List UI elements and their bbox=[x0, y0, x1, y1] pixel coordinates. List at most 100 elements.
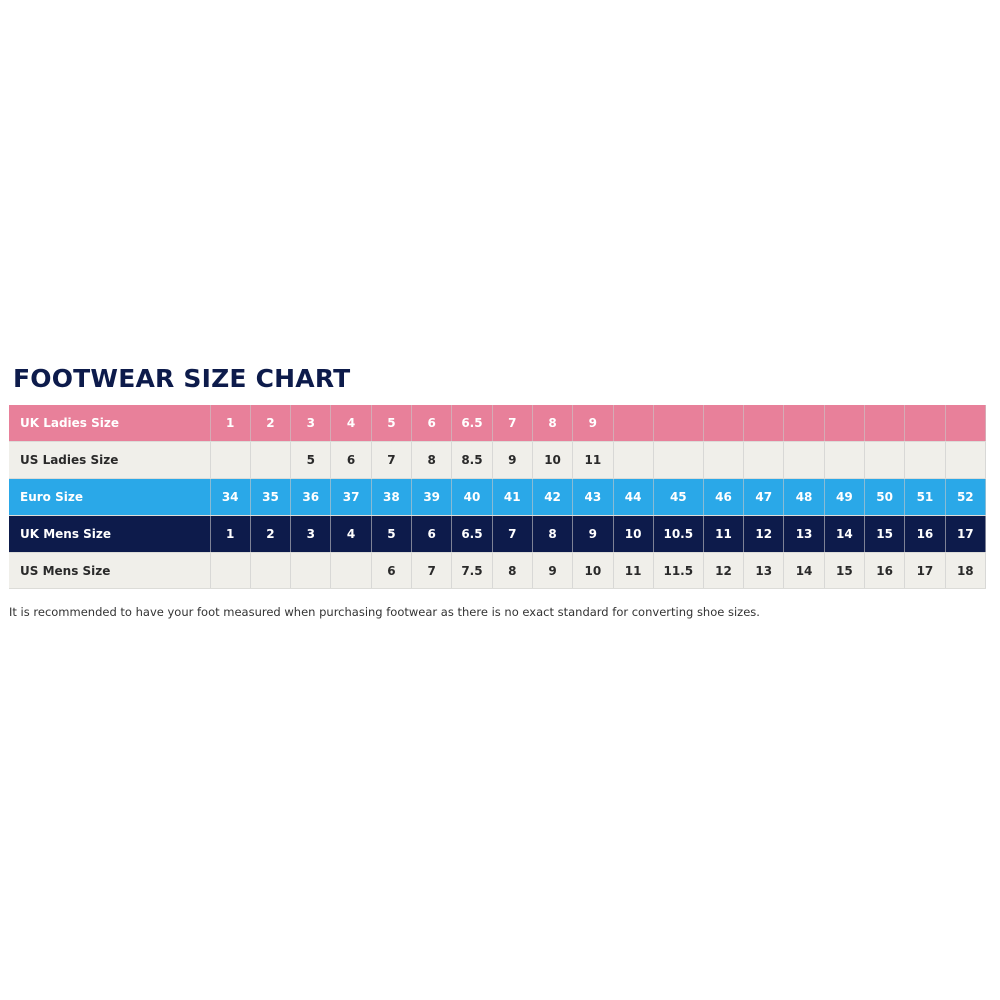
size-cell bbox=[210, 552, 251, 590]
size-cell bbox=[824, 441, 865, 480]
size-cell: 11 bbox=[703, 515, 745, 553]
size-cell: 15 bbox=[824, 552, 865, 590]
size-cell: 1 bbox=[210, 515, 251, 553]
size-cell: 42 bbox=[532, 478, 574, 516]
size-cell: 7.5 bbox=[451, 552, 493, 590]
size-cell bbox=[613, 441, 654, 480]
size-cell: 9 bbox=[572, 515, 614, 553]
size-cell: 44 bbox=[613, 478, 654, 516]
size-cell bbox=[904, 441, 946, 480]
size-cell: 11.5 bbox=[653, 552, 704, 590]
size-cell: 47 bbox=[743, 478, 785, 516]
size-cell: 8 bbox=[532, 405, 574, 443]
size-cell bbox=[613, 405, 654, 443]
size-cell: 14 bbox=[783, 552, 825, 590]
row-label: US Ladies Size bbox=[9, 441, 211, 480]
size-cell: 51 bbox=[904, 478, 946, 516]
size-cell: 12 bbox=[743, 515, 785, 553]
row-label: UK Mens Size bbox=[9, 515, 211, 553]
size-cell: 4 bbox=[330, 515, 372, 553]
size-cell: 10 bbox=[572, 552, 614, 590]
size-cell bbox=[210, 441, 251, 480]
size-cell: 6.5 bbox=[451, 405, 493, 443]
size-cell: 9 bbox=[492, 441, 533, 480]
size-cell: 5 bbox=[371, 405, 413, 443]
table-row: UK Mens Size 1 2 3 4 5 6 6.5 7 8 9 10 10.5 11 12 13 14 15… bbox=[9, 515, 987, 553]
size-cell: 12 bbox=[703, 552, 745, 590]
row-label: UK Ladies Size bbox=[9, 405, 211, 443]
size-cell: 8 bbox=[532, 515, 574, 553]
size-cell: 3 bbox=[290, 515, 332, 553]
size-cell bbox=[783, 441, 825, 480]
size-cell: 2 bbox=[250, 405, 292, 443]
size-cell: 16 bbox=[904, 515, 946, 553]
size-cell: 37 bbox=[330, 478, 372, 516]
size-cell bbox=[864, 441, 906, 480]
size-cell: 8 bbox=[492, 552, 533, 590]
size-cell bbox=[290, 552, 332, 590]
size-cell bbox=[703, 405, 745, 443]
size-cell bbox=[703, 441, 745, 480]
table-row: US Mens Size 6 7 7.5 8 9 10 11 11.5 12 13 14 15 16 17 1… bbox=[9, 552, 987, 590]
size-cell: 6 bbox=[411, 515, 453, 553]
size-cell: 11 bbox=[572, 441, 614, 480]
size-cell bbox=[945, 405, 987, 443]
size-cell: 17 bbox=[945, 515, 987, 553]
size-cell: 6.5 bbox=[451, 515, 493, 553]
size-cell: 9 bbox=[532, 552, 574, 590]
size-cell bbox=[824, 405, 865, 443]
size-cell bbox=[743, 405, 785, 443]
size-cell: 5 bbox=[371, 515, 413, 553]
size-cell: 6 bbox=[330, 441, 372, 480]
size-cell: 5 bbox=[290, 441, 332, 480]
size-cell: 7 bbox=[411, 552, 453, 590]
footnote: It is recommended to have your foot meas… bbox=[9, 605, 760, 619]
size-cell: 8 bbox=[411, 441, 453, 480]
size-cell: 10 bbox=[613, 515, 654, 553]
table-row: Euro Size 34 35 36 37 38 39 40 41 42 43 44 45 46 47 48 4… bbox=[9, 478, 987, 516]
size-cell: 15 bbox=[864, 515, 906, 553]
table-row: UK Ladies Size 1 2 3 4 5 6 6.5 7 8 9 bbox=[9, 405, 987, 443]
size-cell: 14 bbox=[824, 515, 865, 553]
size-cell: 45 bbox=[653, 478, 704, 516]
row-label: US Mens Size bbox=[9, 552, 211, 590]
size-cell: 50 bbox=[864, 478, 906, 516]
size-cell: 38 bbox=[371, 478, 413, 516]
row-label: Euro Size bbox=[9, 478, 211, 516]
table-row: US Ladies Size 5 6 7 8 8.5 9 10 11 bbox=[9, 441, 987, 480]
size-cell: 46 bbox=[703, 478, 745, 516]
size-cell bbox=[783, 405, 825, 443]
page-title: FOOTWEAR SIZE CHART bbox=[13, 364, 351, 393]
size-cell bbox=[945, 441, 987, 480]
size-cell: 40 bbox=[451, 478, 493, 516]
size-cell: 43 bbox=[572, 478, 614, 516]
size-cell: 6 bbox=[371, 552, 413, 590]
size-cell: 52 bbox=[945, 478, 987, 516]
size-cell bbox=[864, 405, 906, 443]
size-cell: 7 bbox=[371, 441, 413, 480]
size-cell: 6 bbox=[411, 405, 453, 443]
size-cell bbox=[330, 552, 372, 590]
size-cell: 48 bbox=[783, 478, 825, 516]
size-chart-table: UK Ladies Size 1 2 3 4 5 6 6.5 7 8 9 US Ladies Size… bbox=[9, 405, 987, 590]
size-cell: 8.5 bbox=[451, 441, 493, 480]
size-cell: 35 bbox=[250, 478, 292, 516]
size-cell: 34 bbox=[210, 478, 251, 516]
size-cell bbox=[653, 441, 704, 480]
size-cell: 49 bbox=[824, 478, 865, 516]
size-cell: 17 bbox=[904, 552, 946, 590]
size-cell: 7 bbox=[492, 405, 533, 443]
size-cell bbox=[904, 405, 946, 443]
size-cell: 18 bbox=[945, 552, 987, 590]
size-cell bbox=[653, 405, 704, 443]
size-cell bbox=[250, 441, 292, 480]
size-cell: 9 bbox=[572, 405, 614, 443]
size-cell: 39 bbox=[411, 478, 453, 516]
size-cell: 2 bbox=[250, 515, 292, 553]
size-cell: 13 bbox=[743, 552, 785, 590]
size-cell: 7 bbox=[492, 515, 533, 553]
size-cell: 10 bbox=[532, 441, 574, 480]
size-cell: 10.5 bbox=[653, 515, 704, 553]
size-cell: 41 bbox=[492, 478, 533, 516]
size-cell bbox=[743, 441, 785, 480]
